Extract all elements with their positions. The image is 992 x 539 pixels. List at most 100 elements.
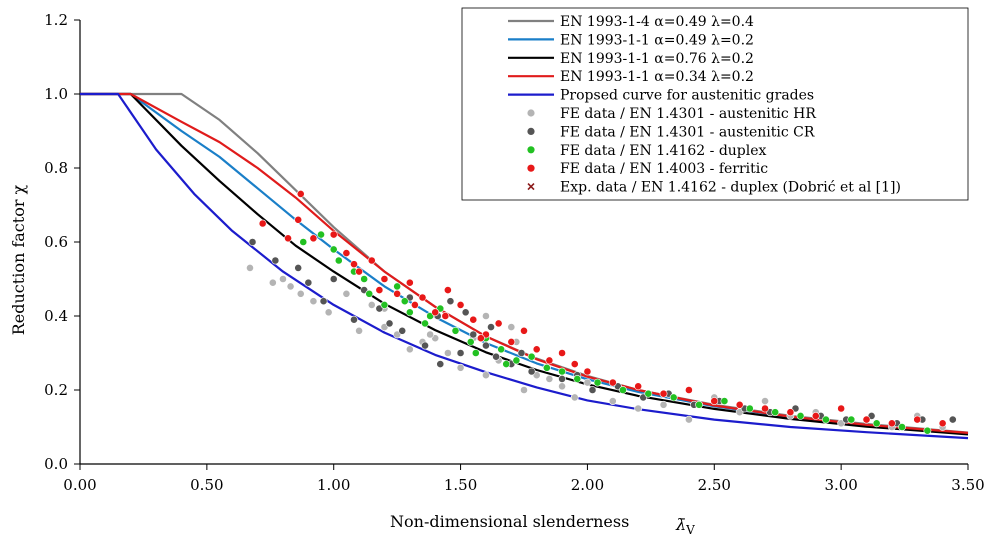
data-point (545, 374, 554, 383)
data-point (279, 275, 287, 283)
legend-label: EN 1993-1-1 α=0.76 λ=0.2 (560, 51, 754, 67)
data-point (507, 323, 516, 331)
y-axis-title: Reduction factor χ (9, 184, 28, 335)
data-point (441, 312, 450, 320)
data-point (517, 349, 526, 357)
data-point (375, 286, 384, 294)
data-point (380, 300, 389, 309)
data-point (542, 363, 551, 372)
data-point (887, 419, 896, 428)
data-point (948, 415, 957, 424)
data-point (796, 411, 805, 420)
legend-label: FE data / EN 1.4003 - ferritic (560, 161, 768, 177)
data-point (745, 404, 754, 413)
data-point (393, 289, 402, 298)
data-point (405, 345, 414, 354)
data-point (324, 308, 333, 317)
data-point (426, 330, 435, 339)
data-point (385, 319, 394, 328)
data-point (296, 289, 305, 298)
data-point (329, 245, 338, 254)
data-point (685, 386, 693, 394)
data-point (545, 356, 554, 365)
data-point (761, 404, 769, 413)
x-axis-symbol-lambda: λ̄ (675, 515, 686, 534)
y-tick-label: 0.2 (44, 381, 68, 399)
data-point (471, 349, 480, 357)
data-point (588, 386, 597, 394)
data-point (398, 326, 407, 335)
data-point (695, 400, 703, 409)
axes: 0.00 0.50 1.00 1.50 2.00 2.50 3.00 3.50 0.0 0.2 0.… (44, 11, 985, 494)
data-point (309, 234, 318, 243)
data-point (502, 360, 511, 368)
legend-label: EN 1993-1-4 α=0.49 λ=0.4 (560, 14, 754, 30)
data-point (367, 300, 376, 309)
data-point (669, 393, 678, 402)
x-axis-symbol-subscript: V (685, 523, 695, 537)
data-point (608, 397, 617, 405)
x-axis-symbol: λ̄V (675, 515, 695, 537)
data-point (512, 356, 521, 365)
data-point (421, 319, 429, 328)
data-point (558, 349, 566, 357)
x-tick-label: 3.00 (824, 476, 857, 494)
data-point (659, 389, 668, 398)
legend-label: Propsed curve for austenitic grades (560, 88, 814, 104)
data-point (619, 386, 627, 394)
data-point (492, 352, 500, 361)
data-point (761, 397, 769, 405)
data-point (476, 334, 485, 343)
data-point (319, 297, 328, 306)
legend-label: FE data / EN 1.4301 - austenitic HR (560, 106, 816, 122)
data-point (296, 189, 305, 198)
data-point (720, 397, 729, 405)
legend-cross-swatch (527, 183, 535, 191)
y-tick-label: 0.6 (44, 233, 68, 251)
y-tick-label: 1.2 (44, 11, 68, 29)
data-points (246, 189, 957, 435)
data-point (593, 378, 602, 387)
y-tick-label: 0.8 (44, 159, 68, 177)
curve-line (80, 92, 969, 440)
data-point (268, 278, 277, 287)
data-point (573, 374, 582, 383)
data-point (329, 275, 338, 283)
data-point (583, 378, 592, 387)
x-tick-label: 1.50 (444, 476, 477, 494)
data-point (570, 393, 579, 402)
data-point (507, 337, 516, 346)
data-point (466, 337, 475, 346)
data-point (443, 286, 452, 294)
data-point (898, 423, 906, 431)
data-point (520, 326, 528, 335)
data-point (451, 326, 460, 335)
y-tick-label: 1.0 (44, 85, 68, 103)
data-point (421, 341, 429, 350)
data-point (558, 382, 566, 391)
data-point (497, 345, 506, 354)
data-point (271, 256, 280, 265)
data-point (487, 323, 495, 331)
data-point (558, 374, 566, 383)
data-point (284, 234, 292, 243)
data-point (913, 415, 922, 424)
data-point (771, 408, 780, 417)
data-point (837, 404, 846, 413)
data-point (685, 415, 693, 424)
legend-dot-swatch (527, 127, 535, 135)
data-point (431, 308, 440, 317)
data-point (286, 282, 295, 291)
data-point (847, 415, 856, 424)
data-point (811, 411, 820, 420)
data-point (644, 389, 653, 398)
data-point (469, 315, 478, 324)
x-axis-title: Non-dimensional slenderness (390, 512, 629, 531)
data-point (786, 408, 795, 417)
x-tick-label: 2.00 (571, 476, 604, 494)
data-point (294, 215, 303, 224)
legend-dot-swatch (527, 109, 535, 117)
data-point (436, 360, 445, 368)
data-point (342, 289, 351, 298)
